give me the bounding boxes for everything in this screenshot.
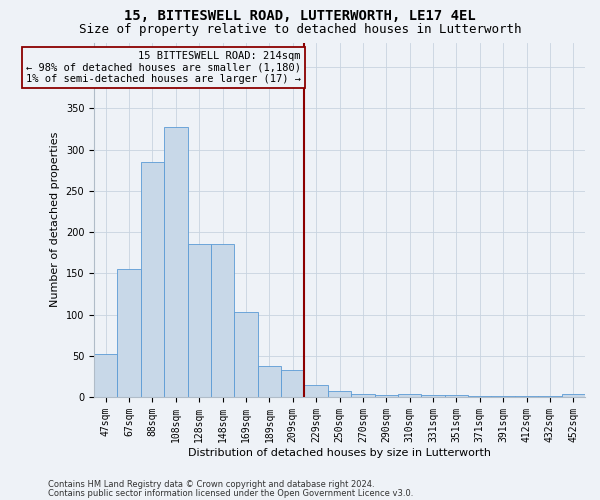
- Bar: [491, 396, 515, 397]
- Bar: [94, 354, 118, 397]
- Bar: [421, 396, 445, 397]
- Bar: [468, 396, 491, 397]
- Bar: [211, 244, 235, 397]
- Bar: [328, 391, 351, 397]
- X-axis label: Distribution of detached houses by size in Lutterworth: Distribution of detached houses by size …: [188, 448, 491, 458]
- Bar: [398, 394, 421, 397]
- Text: Size of property relative to detached houses in Lutterworth: Size of property relative to detached ho…: [79, 22, 521, 36]
- Bar: [257, 366, 281, 397]
- Bar: [118, 269, 141, 397]
- Bar: [374, 396, 398, 397]
- Bar: [304, 384, 328, 397]
- Bar: [235, 312, 257, 397]
- Bar: [188, 244, 211, 397]
- Bar: [141, 162, 164, 397]
- Bar: [164, 128, 188, 397]
- Bar: [445, 396, 468, 397]
- Bar: [562, 394, 585, 397]
- Text: 15, BITTESWELL ROAD, LUTTERWORTH, LE17 4EL: 15, BITTESWELL ROAD, LUTTERWORTH, LE17 4…: [124, 9, 476, 23]
- Bar: [281, 370, 304, 397]
- Bar: [538, 396, 562, 397]
- Bar: [515, 396, 538, 397]
- Bar: [351, 394, 374, 397]
- Y-axis label: Number of detached properties: Number of detached properties: [50, 132, 60, 308]
- Text: Contains HM Land Registry data © Crown copyright and database right 2024.: Contains HM Land Registry data © Crown c…: [48, 480, 374, 489]
- Text: Contains public sector information licensed under the Open Government Licence v3: Contains public sector information licen…: [48, 489, 413, 498]
- Text: 15 BITTESWELL ROAD: 214sqm
← 98% of detached houses are smaller (1,180)
1% of se: 15 BITTESWELL ROAD: 214sqm ← 98% of deta…: [26, 50, 301, 84]
